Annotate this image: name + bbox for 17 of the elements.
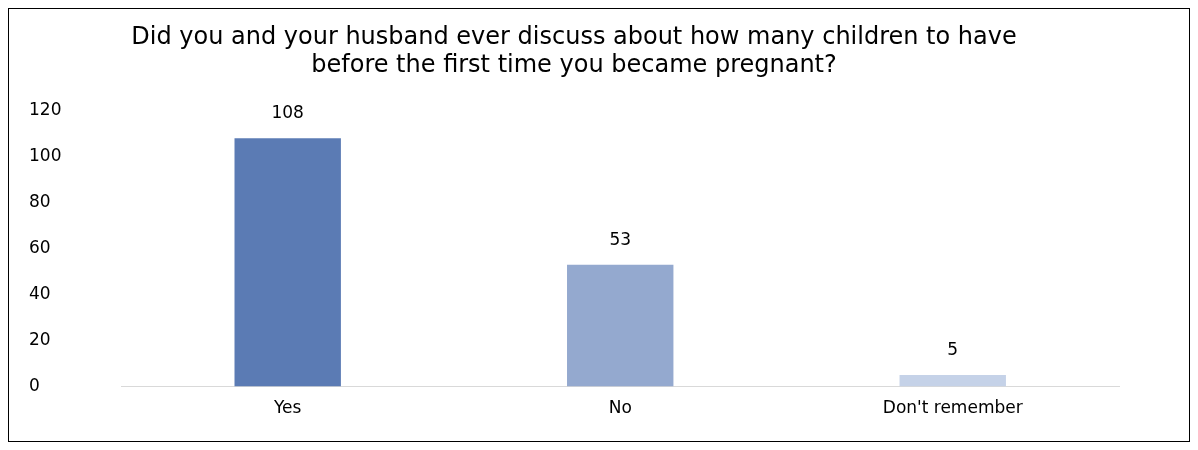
data-label: 53 <box>609 228 632 249</box>
x-tick-label: No <box>608 397 632 418</box>
y-tick-label: 20 <box>29 329 51 350</box>
y-tick-label: 60 <box>29 237 51 258</box>
y-tick-label: 40 <box>29 283 51 304</box>
bar <box>899 375 1006 387</box>
data-label: 5 <box>947 339 959 360</box>
chart-title: Did you and your husband ever discuss about how many children to have before the first time you became pregnant? <box>131 21 1017 79</box>
y-tick-label: 80 <box>29 191 51 212</box>
y-tick-label: 120 <box>29 99 62 120</box>
bar <box>567 264 674 387</box>
y-tick-label: 100 <box>29 145 62 166</box>
x-tick-label: Yes <box>272 397 302 418</box>
data-label: 108 <box>271 102 304 123</box>
bar <box>234 138 341 387</box>
x-tick-label: Don't remember <box>882 397 1023 418</box>
y-tick-label: 0 <box>29 375 40 396</box>
